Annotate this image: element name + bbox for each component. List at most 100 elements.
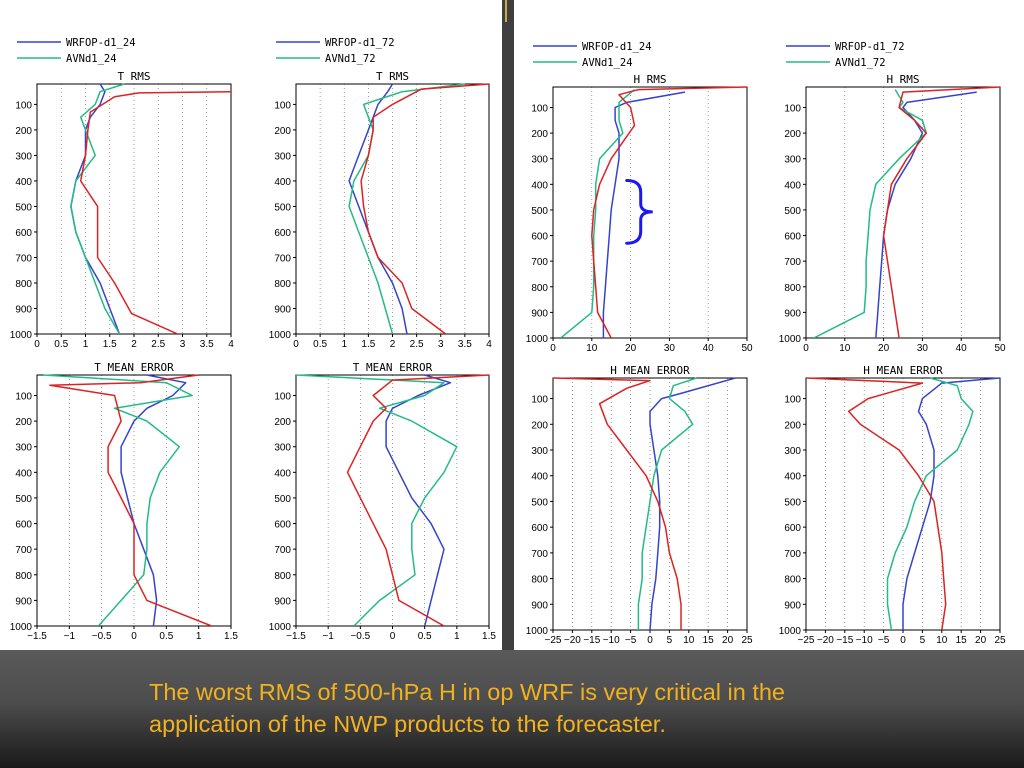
y-tick-label: 100 <box>784 103 801 114</box>
series-line-blue <box>120 374 187 626</box>
y-tick-label: 500 <box>15 202 32 213</box>
y-tick-label: 900 <box>784 308 801 319</box>
y-tick-label: 700 <box>784 549 801 560</box>
y-tick-label: 400 <box>15 468 32 479</box>
x-tick-label: −10 <box>856 635 873 646</box>
x-tick-label: −0.5 <box>92 631 112 642</box>
y-tick-label: 500 <box>15 494 32 505</box>
x-tick-label: 0.5 <box>418 631 432 642</box>
chart-title: T RMS <box>117 70 150 83</box>
x-tick-label: 0 <box>803 343 809 354</box>
y-tick-label: 100 <box>531 103 548 114</box>
x-tick-label: 0 <box>550 343 556 354</box>
series-line-blue <box>875 91 977 338</box>
y-tick-label: 800 <box>274 279 291 290</box>
plot-frame <box>36 374 232 627</box>
x-tick-label: −0.5 <box>350 631 370 642</box>
y-tick-label: 700 <box>15 545 32 556</box>
y-tick-label: 800 <box>274 571 291 582</box>
chart-panel-8: −25 −20 −15 −10 −5 0 5 10 15 20 25 100 200 300 400 500 6… <box>779 364 1006 646</box>
y-tick-label: 300 <box>784 155 801 166</box>
x-tick-label: 0.5 <box>54 339 68 350</box>
x-tick-label: −20 <box>817 635 834 646</box>
legend-label: WRFOP-d1_72 <box>325 37 395 49</box>
chart-panel-2: 0 0.5 1 1.5 2 2.5 3 3.5 4 100 200 300 400 500 600 700 80… <box>269 37 492 350</box>
x-tick-label: 40 <box>956 343 968 354</box>
x-tick-label: −1.5 <box>27 631 47 642</box>
x-tick-label: 50 <box>741 343 753 354</box>
y-tick-label: 200 <box>531 420 548 431</box>
x-tick-label: 3 <box>180 339 186 350</box>
y-tick-label: 800 <box>15 571 32 582</box>
x-tick-label: 0.5 <box>159 631 173 642</box>
y-tick-label: 700 <box>531 549 548 560</box>
y-tick-label: 500 <box>531 497 548 508</box>
series-line-red <box>49 374 212 626</box>
series-line-green <box>813 89 928 338</box>
y-tick-label: 100 <box>784 395 801 406</box>
y-tick-label: 700 <box>274 253 291 264</box>
x-tick-label: 1.5 <box>103 339 117 350</box>
y-tick-label: 200 <box>784 420 801 431</box>
x-tick-label: 0 <box>34 339 40 350</box>
x-tick-label: 20 <box>975 635 987 646</box>
y-tick-label: 800 <box>784 575 801 586</box>
y-tick-label: 200 <box>531 129 548 140</box>
y-tick-label: 900 <box>15 304 32 315</box>
y-tick-label: 400 <box>274 468 291 479</box>
x-tick-label: −1 <box>64 631 76 642</box>
series-line-red <box>882 86 1000 338</box>
x-tick-label: −5 <box>878 635 890 646</box>
x-tick-label: 15 <box>703 635 715 646</box>
legend-label: AVNd1_72 <box>325 53 376 65</box>
y-tick-label: 900 <box>784 600 801 611</box>
y-tick-label: 1000 <box>10 622 33 633</box>
series-line-red <box>806 377 947 630</box>
series-line-green <box>886 377 974 630</box>
y-tick-label: 500 <box>274 494 291 505</box>
y-tick-label: 1000 <box>779 334 802 345</box>
y-tick-label: 900 <box>274 596 291 607</box>
x-tick-label: 25 <box>994 635 1006 646</box>
y-tick-label: 400 <box>274 177 291 188</box>
y-tick-label: 900 <box>274 304 291 315</box>
series-line-green <box>637 377 697 630</box>
x-tick-label: 0 <box>390 631 396 642</box>
y-tick-label: 900 <box>531 600 548 611</box>
x-tick-label: −5 <box>625 635 637 646</box>
y-tick-label: 900 <box>15 596 32 607</box>
x-tick-label: 20 <box>625 343 637 354</box>
chart-panel-4: −1.5 −1 −0.5 0 0.5 1 1.5 100 200 300 400 500 600 700 8… <box>269 361 497 642</box>
series-line-red <box>79 90 231 334</box>
x-tick-label: 1 <box>83 339 89 350</box>
chart-title: T RMS <box>376 70 409 83</box>
y-tick-label: 1000 <box>10 330 33 341</box>
y-tick-label: 100 <box>15 391 32 402</box>
x-tick-label: 0.5 <box>313 339 327 350</box>
x-tick-label: 1.5 <box>224 631 238 642</box>
x-tick-label: 1 <box>454 631 460 642</box>
series-line-blue <box>649 377 736 630</box>
y-tick-label: 1000 <box>526 334 549 345</box>
x-tick-label: 10 <box>839 343 851 354</box>
charts-canvas: 0 0.5 1 1.5 2 2.5 3 3.5 410020030040050060070080… <box>10 37 1006 646</box>
x-tick-label: 30 <box>917 343 929 354</box>
y-tick-label: 600 <box>784 523 801 534</box>
x-tick-label: 3 <box>438 339 444 350</box>
y-tick-label: 400 <box>15 177 32 188</box>
x-tick-label: 1 <box>196 631 202 642</box>
y-tick-label: 1000 <box>526 626 549 637</box>
x-tick-label: −20 <box>564 635 581 646</box>
x-tick-label: 2.5 <box>410 339 424 350</box>
y-tick-label: 200 <box>15 126 32 137</box>
y-tick-label: 100 <box>274 100 291 111</box>
caption-line-2: application of the NWP products to the f… <box>149 711 666 737</box>
x-tick-label: −15 <box>583 635 600 646</box>
x-tick-label: 20 <box>722 635 734 646</box>
right-chart-panel <box>514 0 1024 650</box>
y-tick-label: 300 <box>274 443 291 454</box>
legend-label: WRFOP-d1_72 <box>835 41 905 53</box>
y-tick-label: 100 <box>15 100 32 111</box>
series-line-green <box>296 374 458 626</box>
plot-frame <box>805 86 1001 339</box>
